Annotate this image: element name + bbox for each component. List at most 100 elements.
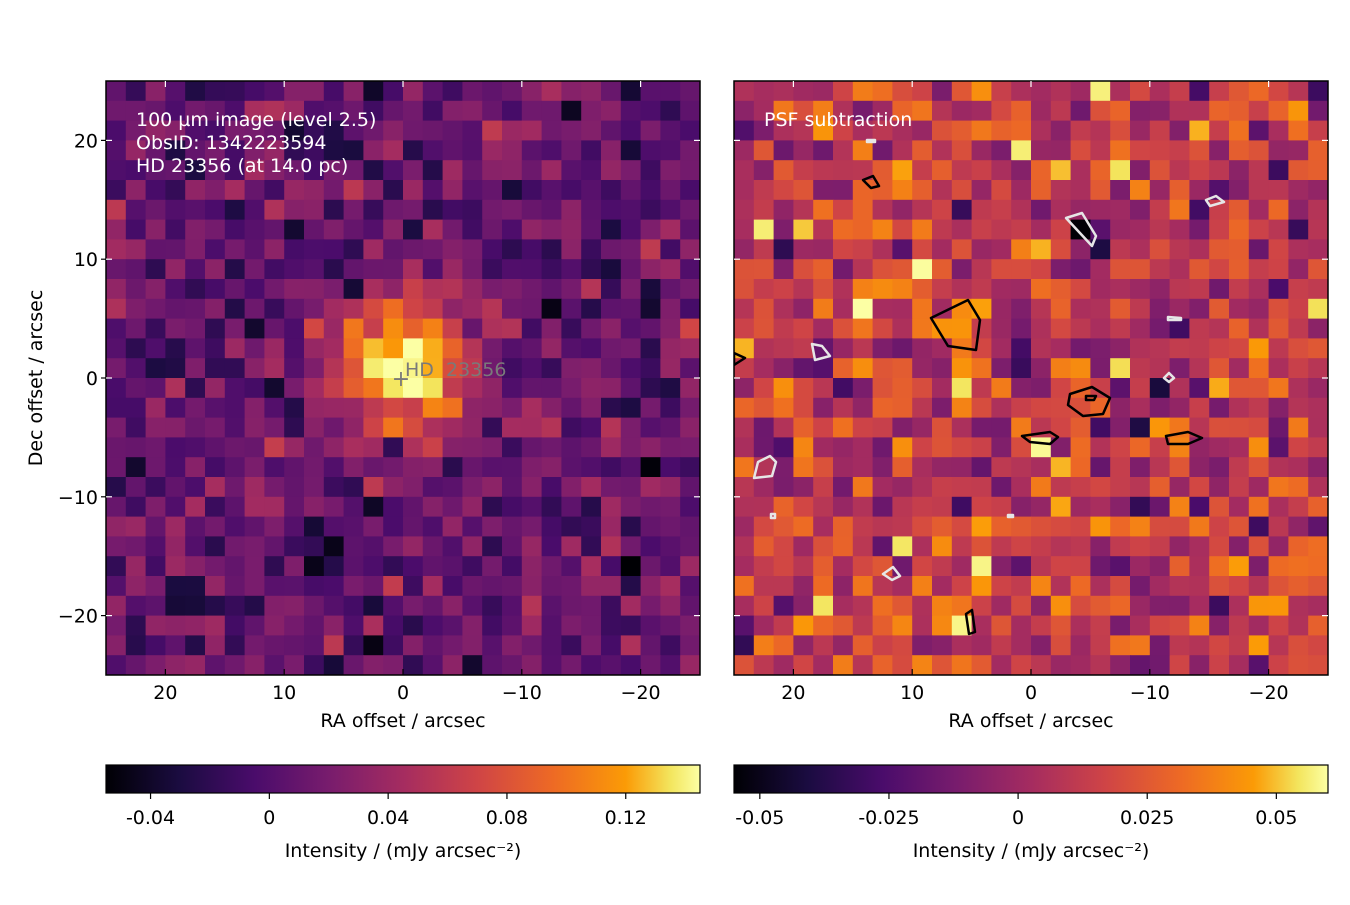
heatmap-cell bbox=[1169, 199, 1190, 221]
heatmap-cell bbox=[773, 457, 794, 478]
y-tick-label: −10 bbox=[58, 487, 98, 509]
heatmap-cell bbox=[541, 496, 562, 518]
heatmap-cell bbox=[125, 615, 147, 636]
x-tick-label: −20 bbox=[1249, 682, 1289, 704]
heatmap-cell bbox=[383, 516, 404, 537]
heatmap-cell bbox=[165, 239, 186, 260]
heatmap-cell bbox=[205, 556, 226, 577]
heatmap-cell bbox=[620, 378, 642, 399]
heatmap-cell bbox=[323, 160, 345, 181]
heatmap-cell bbox=[620, 100, 642, 122]
heatmap-cell bbox=[304, 477, 325, 498]
heatmap-cell bbox=[323, 180, 345, 201]
heatmap-cell bbox=[1011, 417, 1032, 438]
heatmap-cell bbox=[363, 496, 384, 518]
heatmap-cell bbox=[1248, 536, 1270, 557]
heatmap-cell bbox=[343, 279, 364, 300]
heatmap-cell bbox=[403, 397, 424, 419]
heatmap-cell bbox=[793, 477, 814, 498]
heatmap-cell bbox=[773, 100, 794, 122]
heatmap-cell bbox=[1070, 536, 1091, 557]
heatmap-cell bbox=[1090, 318, 1111, 339]
x-tick-label: 10 bbox=[272, 682, 296, 704]
heatmap-cell bbox=[106, 160, 127, 181]
heatmap-cell bbox=[284, 279, 305, 300]
heatmap-cell bbox=[224, 437, 246, 458]
heatmap-cell bbox=[852, 437, 874, 458]
heatmap-cell bbox=[561, 437, 582, 458]
heatmap-cell bbox=[852, 239, 874, 260]
heatmap-cell bbox=[660, 437, 681, 458]
heatmap-cell bbox=[1070, 140, 1091, 161]
heatmap-cell bbox=[482, 397, 503, 419]
heatmap-cell bbox=[106, 615, 127, 636]
heatmap-cell bbox=[1189, 81, 1210, 102]
x-tick-label: 20 bbox=[153, 682, 177, 704]
heatmap-cell bbox=[660, 655, 681, 675]
heatmap-cell bbox=[561, 160, 582, 181]
heatmap-cell bbox=[1130, 556, 1151, 577]
heatmap-cell bbox=[852, 120, 874, 141]
heatmap-cell bbox=[125, 655, 147, 675]
colorbar-tick-label: 0.05 bbox=[1255, 807, 1297, 829]
heatmap-cell bbox=[482, 655, 503, 675]
x-tick-label: 0 bbox=[1025, 682, 1037, 704]
heatmap-cell bbox=[383, 417, 404, 438]
heatmap-cell bbox=[892, 576, 913, 597]
heatmap-cell bbox=[541, 180, 562, 201]
heatmap-cell bbox=[422, 140, 444, 161]
heatmap-cell bbox=[734, 536, 755, 557]
heatmap-cell bbox=[165, 595, 186, 617]
heatmap-cell bbox=[1050, 358, 1072, 379]
heatmap-cell bbox=[620, 199, 642, 221]
heatmap-cell bbox=[125, 81, 147, 102]
heatmap-cell bbox=[1248, 180, 1270, 201]
heatmap-cell bbox=[912, 477, 933, 498]
heatmap-cell bbox=[125, 635, 147, 656]
heatmap-cell bbox=[991, 298, 1012, 320]
heatmap-cell bbox=[1288, 298, 1309, 320]
heatmap-cell bbox=[1110, 496, 1131, 518]
heatmap-cell bbox=[640, 595, 661, 617]
heatmap-cell bbox=[125, 120, 147, 141]
heatmap-cell bbox=[971, 199, 992, 221]
heatmap-cell bbox=[422, 120, 444, 141]
heatmap-cell bbox=[793, 556, 814, 577]
negative-contour bbox=[734, 351, 747, 367]
heatmap-cell bbox=[1169, 516, 1190, 537]
heatmap-cell bbox=[660, 140, 681, 161]
heatmap-cell bbox=[620, 298, 642, 320]
heatmap-cell bbox=[932, 378, 953, 399]
heatmap-cell bbox=[660, 100, 681, 122]
heatmap-cell bbox=[442, 576, 463, 597]
heatmap-cell bbox=[462, 338, 483, 359]
heatmap-cell bbox=[971, 635, 992, 656]
heatmap-cell bbox=[991, 160, 1012, 181]
heatmap-cell bbox=[1149, 516, 1171, 537]
heatmap-cell bbox=[1149, 279, 1171, 300]
heatmap-cell bbox=[753, 120, 775, 141]
heatmap-cell bbox=[462, 556, 483, 577]
heatmap-cell bbox=[872, 378, 893, 399]
heatmap-cell bbox=[1209, 635, 1230, 656]
heatmap-cell bbox=[521, 477, 543, 498]
heatmap-cell bbox=[1248, 556, 1270, 577]
heatmap-cell bbox=[403, 298, 424, 320]
heatmap-cell bbox=[813, 120, 834, 141]
heatmap-cell bbox=[601, 100, 622, 122]
heatmap-cell bbox=[872, 338, 893, 359]
heatmap-cell bbox=[912, 358, 933, 379]
heatmap-cell bbox=[813, 180, 834, 201]
heatmap-cell bbox=[561, 556, 582, 577]
heatmap-cell bbox=[601, 120, 622, 141]
heatmap-cell bbox=[502, 397, 523, 419]
heatmap-cell bbox=[224, 576, 246, 597]
heatmap-cell bbox=[892, 199, 913, 221]
heatmap-cell bbox=[304, 140, 325, 161]
heatmap-cell bbox=[852, 279, 874, 300]
heatmap-cell bbox=[1050, 417, 1072, 438]
heatmap-cell bbox=[422, 437, 444, 458]
heatmap-cell bbox=[422, 239, 444, 260]
heatmap-cell bbox=[343, 576, 364, 597]
